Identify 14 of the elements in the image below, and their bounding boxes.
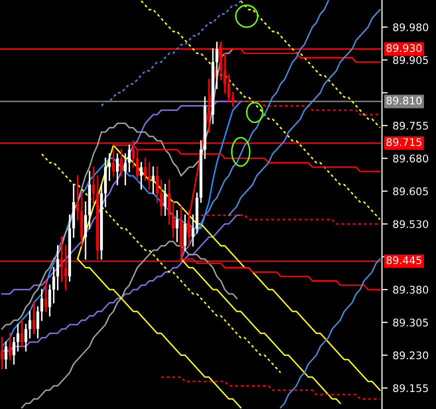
y-tick-label: 89.230 — [393, 351, 428, 360]
y-tick-label: 89.905 — [393, 56, 428, 64]
y-tick-label: 89.530 — [393, 220, 428, 228]
ref-line-label: 89.715 — [386, 138, 422, 146]
ref-line-label: 89.930 — [386, 44, 422, 52]
y-tick-label: 89.155 — [393, 384, 428, 392]
y-tick-label: 89.605 — [393, 187, 428, 196]
y-tick-label: 89.680 — [393, 154, 428, 162]
y-tick-label: 89.380 — [393, 286, 428, 294]
y-tick-label: 89.305 — [393, 318, 428, 326]
y-tick-label: 89.755 — [393, 122, 428, 130]
y-tick-label: 89.980 — [393, 23, 428, 32]
ref-line-label: 89.445 — [386, 256, 422, 264]
ref-line-label: 89.810 — [386, 96, 422, 105]
